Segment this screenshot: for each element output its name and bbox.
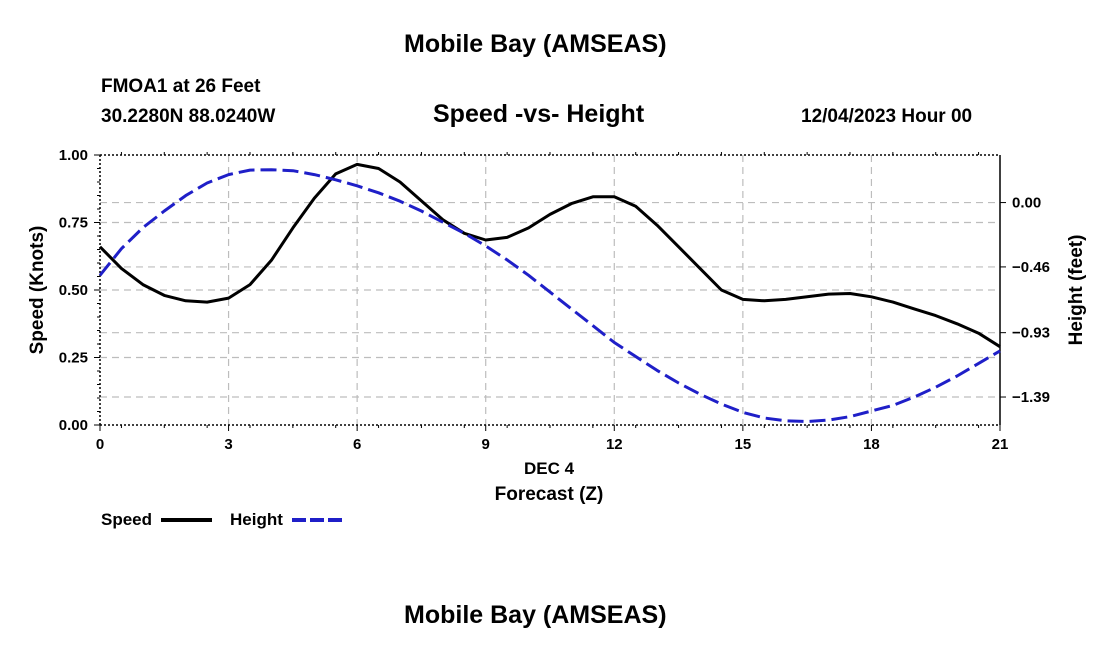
main-title: Mobile Bay (AMSEAS) — [404, 30, 667, 58]
speed-height-chart: 0 3 6 9 12 15 18 21 0.00 0.25 0.50 0.75 1.00 0.00 −0.4… — [27, 147, 1087, 529]
x-tick-label: 6 — [353, 436, 361, 453]
series-layer — [98, 162, 1001, 423]
legend-speed-label: Speed — [101, 510, 152, 529]
station-label: FMOA1 at 26 Feet — [101, 76, 261, 97]
y2-tick-label: 0.00 — [1012, 195, 1041, 212]
x-tick-label: 21 — [992, 436, 1009, 453]
y-tick-label: 0.75 — [59, 215, 88, 232]
y-tick-label: 0.00 — [59, 417, 88, 434]
y2-axis-title: Height (feet) — [1066, 235, 1087, 346]
x-tick-label: 3 — [224, 436, 232, 453]
station-coordinates: 30.2280N 88.0240W — [101, 106, 276, 127]
x-tick-label: 18 — [863, 436, 880, 453]
grid-lines — [100, 155, 1000, 425]
x-tick-label: 0 — [96, 436, 104, 453]
x-tick-label: 9 — [482, 436, 490, 453]
x-axis-title: Forecast (Z) — [495, 484, 604, 505]
x-tick-label: 15 — [735, 436, 752, 453]
forecast-datetime: 12/04/2023 Hour 00 — [801, 106, 973, 127]
x-tick-label: 12 — [606, 436, 623, 453]
y-tick-label: 0.50 — [59, 282, 88, 299]
y2-tick-label: −0.93 — [1012, 325, 1050, 342]
chart-subtitle: Speed -vs- Height — [433, 100, 645, 128]
y-axis-title: Speed (Knots) — [27, 226, 48, 355]
height-series-line — [98, 168, 1001, 423]
repeat-title: Mobile Bay (AMSEAS) — [404, 601, 667, 629]
legend-height-label: Height — [230, 510, 283, 529]
x-axis-date-label: DEC 4 — [524, 459, 575, 478]
speed-series-line — [98, 162, 1001, 348]
y-tick-label: 0.25 — [59, 350, 88, 367]
legend: Speed Height — [101, 510, 342, 529]
y-tick-label: 1.00 — [59, 147, 88, 164]
y2-tick-label: −1.39 — [1012, 389, 1050, 406]
y2-tick-label: −0.46 — [1012, 259, 1050, 276]
tick-layer: 0 3 6 9 12 15 18 21 0.00 0.25 0.50 0.75 1.00 0.00 −0.4… — [59, 147, 1050, 453]
